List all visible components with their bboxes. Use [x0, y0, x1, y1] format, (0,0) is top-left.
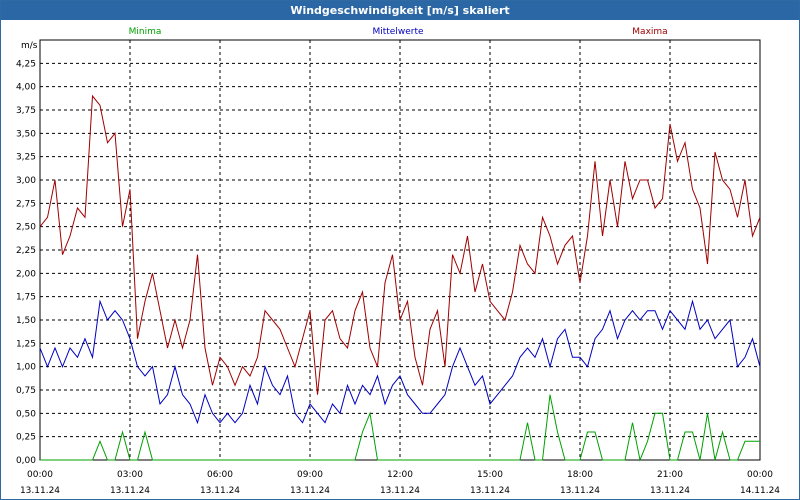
y-tick-label: 0,75: [16, 386, 36, 396]
y-tick-label: 3,00: [16, 176, 36, 186]
x-tick-date: 14.11.24: [740, 486, 780, 496]
series-lines: [39, 94, 761, 462]
x-tick-date: 13.11.24: [200, 486, 240, 496]
x-tick-time: 21:00: [657, 470, 683, 480]
x-tick-time: 00:00: [27, 470, 53, 480]
x-tick-time: 03:00: [117, 470, 143, 480]
x-tick-date: 13.11.24: [380, 486, 420, 496]
y-tick-label: 3,50: [16, 129, 36, 139]
x-tick-date: 13.11.24: [650, 486, 690, 496]
x-tick-date: 13.11.24: [470, 486, 510, 496]
y-tick-label: 4,25: [16, 59, 36, 69]
y-tick-label: 1,25: [16, 339, 36, 349]
x-tick-date: 13.11.24: [20, 486, 60, 496]
y-tick-label: 0,25: [16, 433, 36, 443]
series-line-minima: [40, 394, 760, 462]
y-tick-label: 1,50: [16, 316, 36, 326]
window-title: Windgeschwindigkeit [m/s] skaliert: [1, 1, 799, 20]
y-tick-label: 2,75: [16, 199, 36, 209]
x-tick-date: 13.11.24: [110, 486, 150, 496]
x-tick-date: 13.11.24: [560, 486, 600, 496]
y-tick-label: 2,50: [16, 223, 36, 233]
y-tick-label: 3,75: [16, 106, 36, 116]
x-tick-date: 13.11.24: [290, 486, 330, 496]
series-line-maxima: [39, 94, 761, 395]
x-tick-time: 15:00: [477, 470, 503, 480]
legend-entry-minima: Minima: [129, 27, 162, 37]
y-tick-label: 0,50: [16, 409, 36, 419]
y-tick-label: 4,00: [16, 83, 36, 93]
y-axis-ticks: 0,00 0,25 0,50 0,75 1,00 1,25 1,50 1,75 2,00 2,25…: [16, 59, 36, 466]
x-axis-ticks: 00:00 13.11.24 03:00 13.11.24 06:00 13.11.24 0…: [20, 470, 780, 496]
y-tick-label: 2,00: [16, 269, 36, 279]
x-tick-time: 09:00: [297, 470, 323, 480]
x-tick-time: 06:00: [207, 470, 233, 480]
grid: [40, 40, 760, 461]
legend: Minima Mittelwerte Maxima: [129, 27, 668, 37]
series-line-mittelwerte: [39, 299, 761, 425]
y-axis-unit-label: m/s: [21, 41, 38, 51]
y-tick-label: 3,25: [16, 153, 36, 163]
y-tick-label: 2,25: [16, 246, 36, 256]
x-tick-time: 00:00: [747, 470, 773, 480]
x-tick-time: 12:00: [387, 470, 413, 480]
y-tick-label: 0,00: [16, 456, 36, 466]
y-tick-label: 1,00: [16, 363, 36, 373]
y-tick-label: 1,75: [16, 293, 36, 303]
legend-entry-maxima: Maxima: [632, 27, 667, 37]
x-tick-time: 18:00: [567, 470, 593, 480]
legend-entry-mittelwerte: Mittelwerte: [372, 27, 423, 37]
